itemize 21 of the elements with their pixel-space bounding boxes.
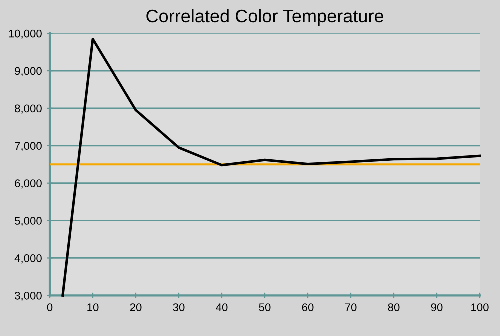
chart-title: Correlated Color Temperature <box>146 9 384 26</box>
x-tick-label: 80 <box>388 304 400 312</box>
x-tick-label: 70 <box>345 304 357 312</box>
x-tick-label: 40 <box>216 304 228 312</box>
y-tick-label: 10,000 <box>9 30 42 40</box>
y-tick-label: 5,000 <box>15 217 42 226</box>
y-tick-label: 9,000 <box>15 67 42 76</box>
y-tick-label: 3,000 <box>14 292 42 302</box>
x-tick-label: 30 <box>173 304 185 312</box>
x-tick-label: 0 <box>47 304 53 312</box>
y-tick-label: 4,000 <box>14 254 42 264</box>
x-tick-label: 60 <box>302 304 314 312</box>
x-tick-label: 100 <box>472 304 489 312</box>
x-tick-label: 10 <box>88 304 99 312</box>
x-tick-label: 50 <box>259 304 271 312</box>
line-series <box>62 38 482 297</box>
x-tick-label: 90 <box>431 304 443 312</box>
y-tick-label: 8,000 <box>15 104 42 114</box>
x-tick-label: 20 <box>130 304 142 312</box>
y-tick-label: 6,000 <box>15 180 42 189</box>
y-tick-label: 7,000 <box>15 142 42 152</box>
